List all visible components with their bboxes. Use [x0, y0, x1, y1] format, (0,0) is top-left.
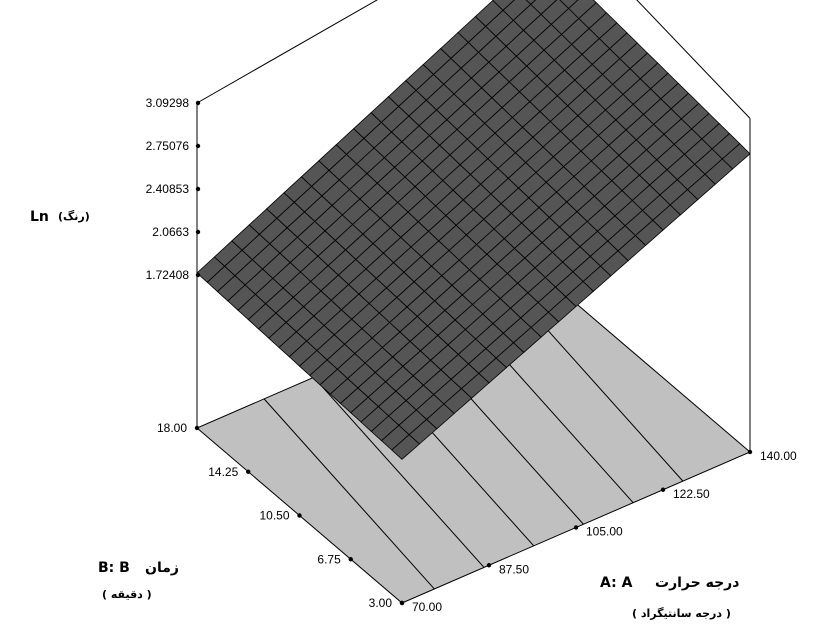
y-axis-units: ( دقیقه ) [102, 588, 152, 601]
b-tick-mark [297, 513, 302, 518]
z-tick-label: 2.75076 [146, 139, 190, 153]
box-edge [636, 0, 751, 119]
box-edge [196, 0, 378, 104]
z-tick-label: 3.09298 [146, 96, 190, 110]
x-axis-units: ( درجه سانتیگراد ) [632, 607, 731, 620]
b-tick-label: 3.00 [369, 596, 393, 610]
y-axis-title-name: زمان [145, 560, 179, 576]
a-tick-label: 140.00 [760, 449, 797, 463]
floor-contour [313, 376, 485, 568]
a-tick-mark [399, 600, 405, 606]
z-tick-mark [195, 229, 201, 235]
surface-cell [391, 434, 421, 460]
z-tick-mark [195, 100, 201, 106]
b-tick-mark [194, 425, 200, 431]
z-tick-mark [195, 272, 201, 278]
z-axis-title-sub: (رنگ) [58, 209, 90, 223]
a-tick-mark [486, 563, 492, 568]
z-tick-mark [195, 186, 201, 192]
a-tick-mark [747, 449, 753, 455]
floor-plane [196, 276, 751, 604]
a-tick-label: 122.50 [673, 487, 710, 501]
a-tick-mark [660, 487, 666, 492]
z-tick-label: 1.72408 [146, 268, 190, 282]
z-tick-label: 2.40853 [146, 182, 190, 196]
x-axis-title-code: A: A [600, 575, 633, 591]
a-tick-mark [573, 525, 579, 530]
z-tick-label: 2.0663 [152, 225, 189, 239]
b-tick-label: 18.00 [157, 421, 187, 435]
b-tick-mark [246, 469, 251, 474]
response-surface [196, 0, 751, 460]
a-tick-label: 87.50 [499, 562, 529, 576]
x-axis-title-name: درجه حرارت [655, 575, 739, 591]
b-tick-label: 10.50 [259, 509, 289, 523]
floor-contour [263, 398, 435, 590]
z-axis-title-main: Ln [30, 209, 49, 225]
z-tick-mark [195, 143, 201, 149]
a-tick-label: 70.00 [412, 600, 442, 614]
b-tick-mark [348, 557, 353, 562]
b-tick-label: 6.75 [317, 552, 341, 566]
a-tick-label: 105.00 [586, 525, 623, 539]
axis-ticks: 1.72408 2.0663 2.40853 2.75076 3.09298 3.00 6.… [146, 96, 797, 614]
y-axis-title-code: B: B [98, 560, 130, 576]
b-tick-label: 14.25 [208, 465, 238, 479]
surface-cell [525, 0, 537, 5]
